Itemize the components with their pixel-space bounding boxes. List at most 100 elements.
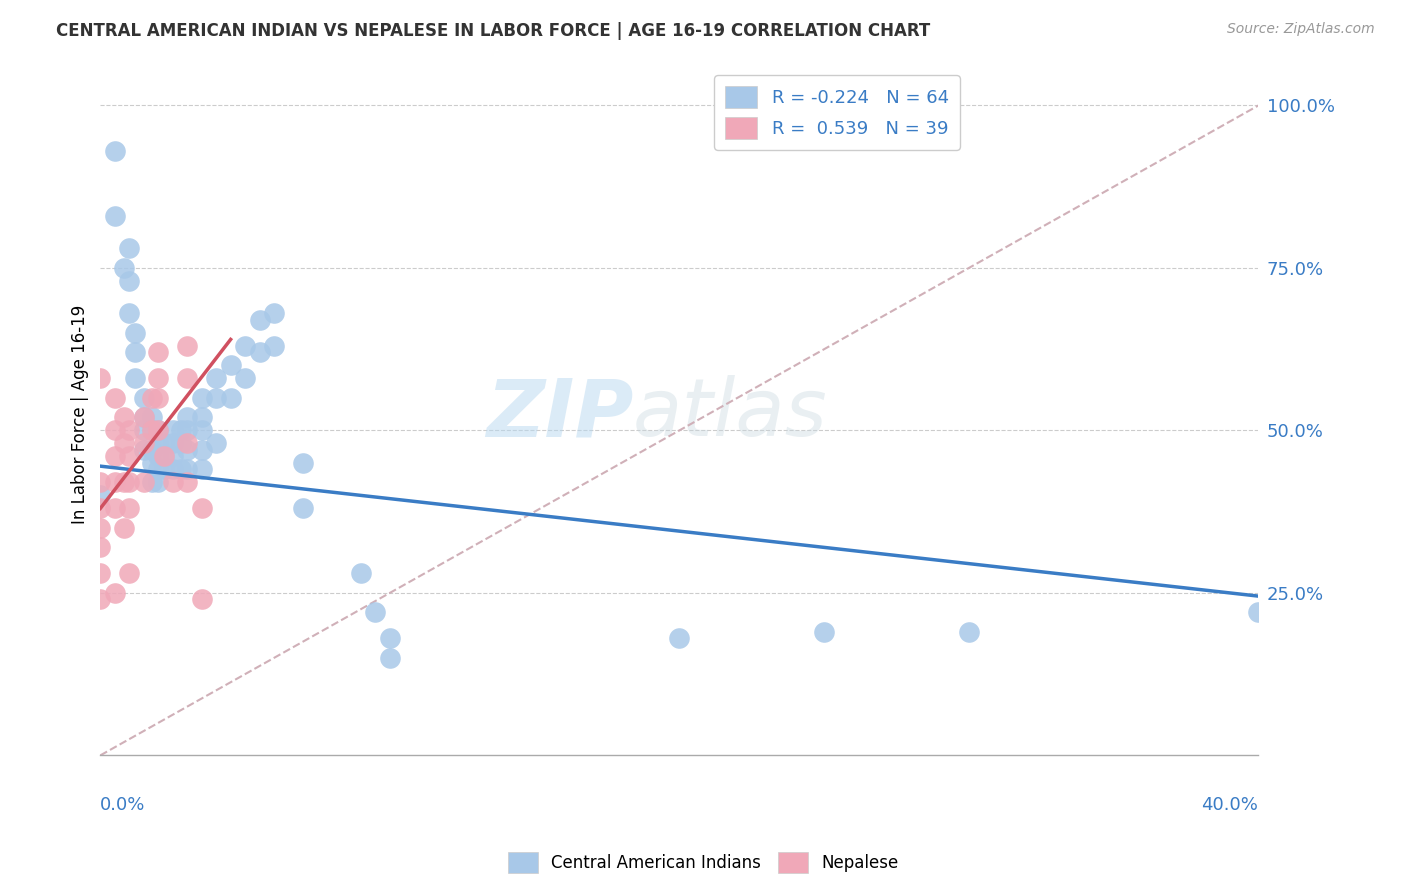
Point <box>141 442 163 457</box>
Point <box>148 424 170 438</box>
Point <box>118 242 141 256</box>
Point <box>141 391 163 405</box>
Point <box>118 501 141 516</box>
Point <box>132 410 155 425</box>
Point <box>205 391 228 405</box>
Point <box>153 462 176 476</box>
Point <box>132 391 155 405</box>
Point <box>104 424 127 438</box>
Point <box>162 450 184 464</box>
Point <box>141 424 163 438</box>
Point <box>132 424 155 438</box>
Point <box>350 566 373 581</box>
Point <box>112 436 135 450</box>
Point <box>957 624 980 639</box>
Point <box>132 442 155 457</box>
Point <box>141 410 163 425</box>
Point <box>132 436 155 450</box>
Legend: Central American Indians, Nepalese: Central American Indians, Nepalese <box>501 846 905 880</box>
Point <box>118 424 141 438</box>
Point <box>170 436 193 450</box>
Point <box>292 501 315 516</box>
Point <box>112 475 135 490</box>
Text: ZIP: ZIP <box>485 376 633 453</box>
Point <box>249 345 271 359</box>
Text: 0.0%: 0.0% <box>100 797 146 814</box>
Point <box>190 410 212 425</box>
Point <box>112 521 135 535</box>
Point <box>153 436 176 450</box>
Point <box>118 306 141 320</box>
Point <box>162 424 184 438</box>
Point <box>89 475 111 490</box>
Point <box>176 339 198 353</box>
Point <box>219 359 242 373</box>
Point <box>205 371 228 385</box>
Text: CENTRAL AMERICAN INDIAN VS NEPALESE IN LABOR FORCE | AGE 16-19 CORRELATION CHART: CENTRAL AMERICAN INDIAN VS NEPALESE IN L… <box>56 22 931 40</box>
Point <box>104 450 127 464</box>
Point <box>89 541 111 555</box>
Point <box>190 592 212 607</box>
Point <box>190 442 212 457</box>
Text: atlas: atlas <box>633 376 828 453</box>
Point <box>170 462 193 476</box>
Point <box>176 436 198 450</box>
Point <box>190 391 212 405</box>
Point <box>89 521 111 535</box>
Point <box>104 209 127 223</box>
Text: Source: ZipAtlas.com: Source: ZipAtlas.com <box>1227 22 1375 37</box>
Point <box>219 391 242 405</box>
Point <box>190 424 212 438</box>
Point <box>378 651 401 665</box>
Point <box>112 260 135 275</box>
Point <box>104 586 127 600</box>
Point <box>148 450 170 464</box>
Point <box>112 410 135 425</box>
Point <box>148 391 170 405</box>
Point <box>176 462 198 476</box>
Point <box>292 456 315 470</box>
Point <box>249 313 271 327</box>
Point <box>364 606 387 620</box>
Point <box>153 450 176 464</box>
Point <box>148 371 170 385</box>
Point <box>89 488 111 502</box>
Point <box>176 424 198 438</box>
Point <box>148 436 170 450</box>
Point <box>118 475 141 490</box>
Point <box>148 345 170 359</box>
Point <box>124 371 146 385</box>
Point <box>89 371 111 385</box>
Point <box>148 475 170 490</box>
Point <box>233 371 256 385</box>
Point <box>263 339 285 353</box>
Point <box>378 632 401 646</box>
Text: 40.0%: 40.0% <box>1202 797 1258 814</box>
Point <box>104 501 127 516</box>
Point <box>205 436 228 450</box>
Point <box>104 144 127 158</box>
Point <box>162 462 184 476</box>
Point <box>132 475 155 490</box>
Point <box>104 475 127 490</box>
Y-axis label: In Labor Force | Age 16-19: In Labor Force | Age 16-19 <box>72 304 89 524</box>
Point <box>124 326 146 340</box>
Point <box>118 450 141 464</box>
Point <box>170 424 193 438</box>
Point <box>89 592 111 607</box>
Point <box>162 436 184 450</box>
Point <box>176 475 198 490</box>
Point <box>89 566 111 581</box>
Point <box>190 501 212 516</box>
Point <box>141 475 163 490</box>
Legend: R = -0.224   N = 64, R =  0.539   N = 39: R = -0.224 N = 64, R = 0.539 N = 39 <box>714 75 960 150</box>
Point <box>162 475 184 490</box>
Point <box>233 339 256 353</box>
Point <box>176 410 198 425</box>
Point <box>132 410 155 425</box>
Point <box>141 456 163 470</box>
Point <box>104 391 127 405</box>
Point <box>813 624 835 639</box>
Point <box>89 501 111 516</box>
Point <box>118 274 141 288</box>
